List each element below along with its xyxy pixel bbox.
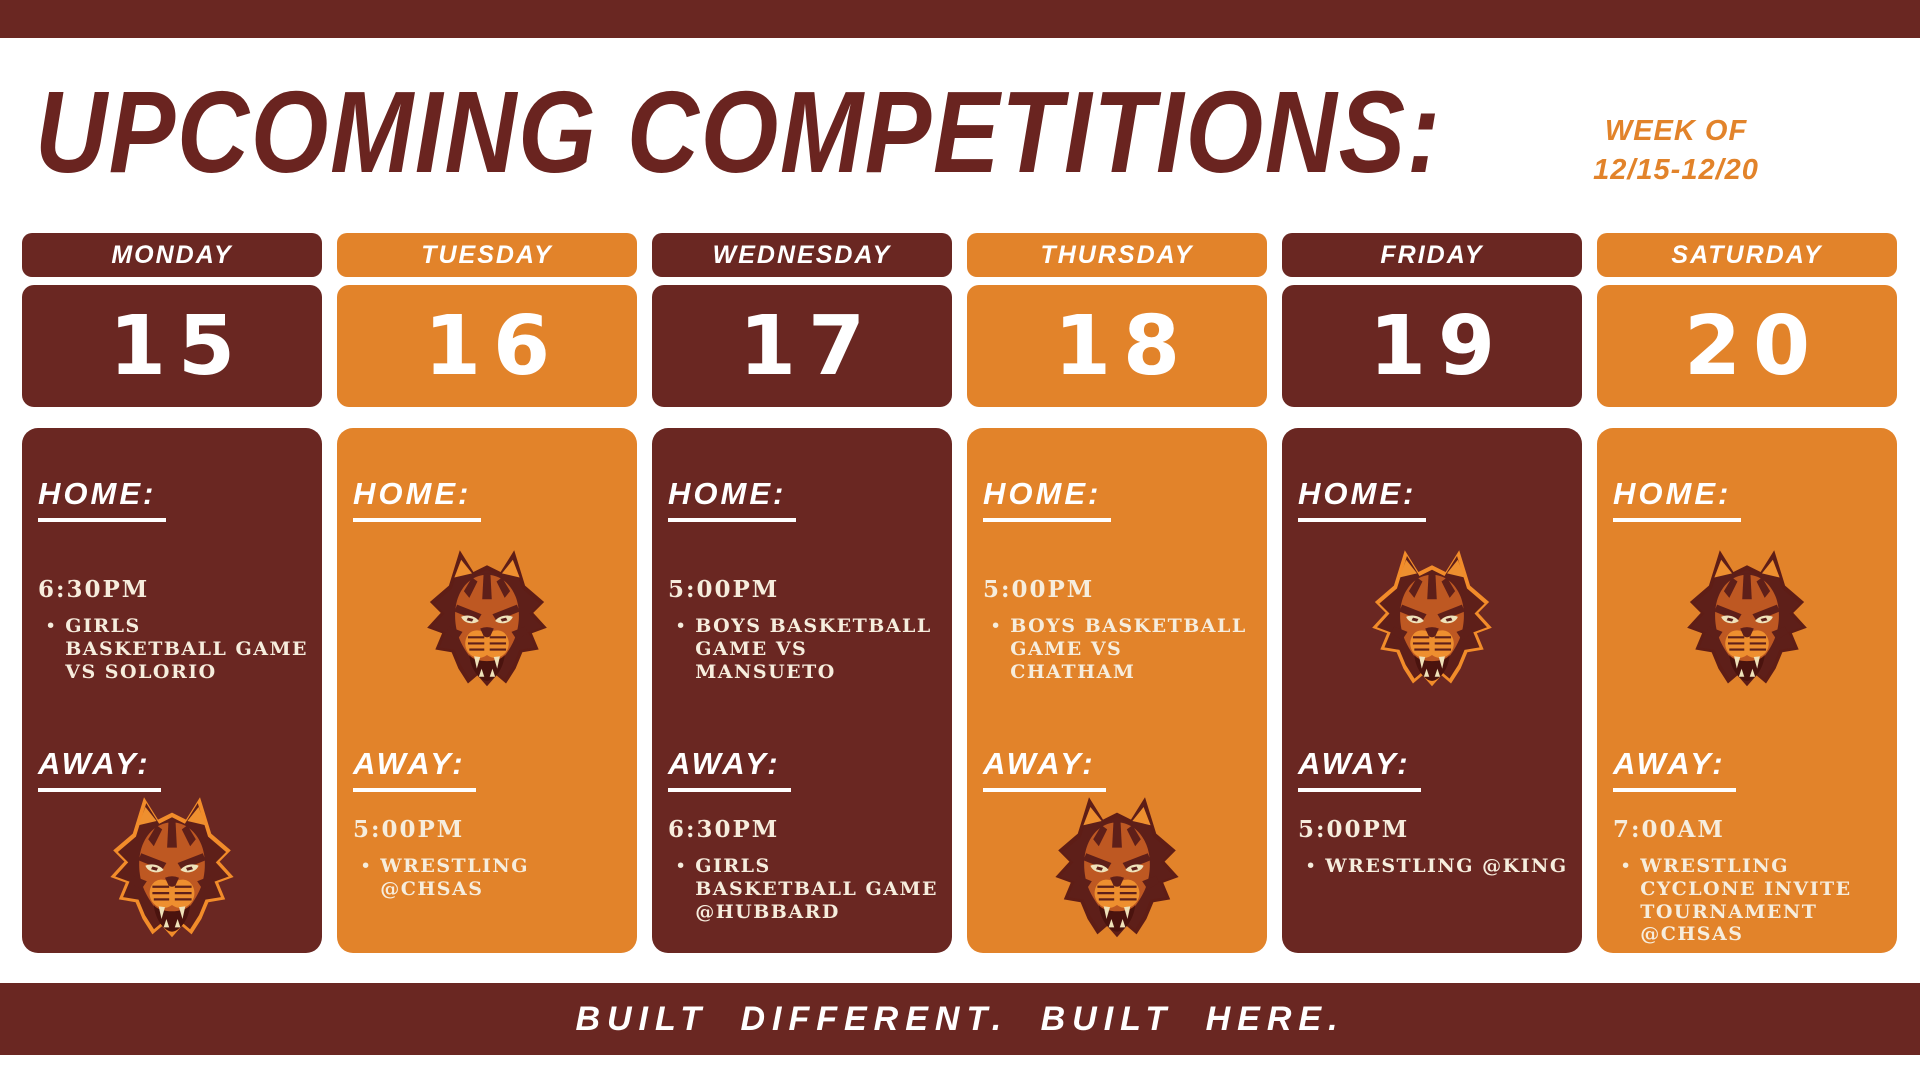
day-number-box: 20 <box>1597 285 1897 407</box>
away-label: AWAY: <box>38 746 161 792</box>
event-text: BOYS BASKETBALL GAME VS MANSUETO <box>695 615 932 683</box>
bobcat-mascot-logo <box>102 792 242 948</box>
day-name: MONDAY <box>111 240 233 269</box>
away-label: AWAY: <box>983 746 1106 792</box>
day-number-box: 16 <box>337 285 637 407</box>
event-text: WRESTLING CYCLONE INVITE TOURNAMENT @CHS… <box>1640 855 1852 946</box>
away-events: 7:00AM WRESTLING CYCLONE INVITE TOURNAME… <box>1613 816 1885 946</box>
footer-banner: BUILT DIFFERENT. BUILT HERE. <box>0 983 1920 1055</box>
day-events-card: HOME: 5:00PM BOYS BASKETBALL GAME VS CHA… <box>967 428 1267 953</box>
event-time: 6:30PM <box>38 576 150 603</box>
event-text: GIRLS BASKETBALL GAME VS SOLORIO <box>65 615 308 683</box>
day-column-thursday: THURSDAY 18 HOME: 5:00PM BOYS BASKETBALL… <box>967 233 1267 953</box>
event-item: BOYS BASKETBALL GAME VS MANSUETO <box>668 615 940 683</box>
bobcat-mascot-logo <box>1047 792 1187 948</box>
bullet-icon <box>38 615 65 683</box>
day-number: 18 <box>1053 298 1193 394</box>
day-name-header: TUESDAY <box>337 233 637 277</box>
day-name: TUESDAY <box>421 240 553 269</box>
away-label: AWAY: <box>1298 746 1421 792</box>
day-column-friday: FRIDAY 19 HOME: AWAY: 5:00PM WRESTLING @… <box>1282 233 1582 953</box>
day-name-header: MONDAY <box>22 233 322 277</box>
away-events: 5:00PM WRESTLING @CHSAS <box>353 816 625 901</box>
event-item: WRESTLING @KING <box>1298 855 1570 878</box>
day-number-box: 15 <box>22 285 322 407</box>
event-text: WRESTLING @KING <box>1325 855 1568 877</box>
top-bar <box>0 0 1920 38</box>
day-name-header: FRIDAY <box>1282 233 1582 277</box>
home-events: 5:00PM BOYS BASKETBALL GAME VS MANSUETO <box>668 576 940 683</box>
event-time: 5:00PM <box>668 576 780 603</box>
day-number: 20 <box>1683 298 1823 394</box>
home-events: 5:00PM BOYS BASKETBALL GAME VS CHATHAM <box>983 576 1255 683</box>
bullet-icon <box>668 855 695 923</box>
day-column-tuesday: TUESDAY 16 HOME: AWAY: 5:00PM WRESTLING … <box>337 233 637 953</box>
day-events-card: HOME: AWAY: 5:00PM WRESTLING @CHSAS <box>337 428 637 953</box>
week-of-badge: WEEK OF 12/15-12/20 <box>1556 112 1796 190</box>
week-board: MONDAY 15 HOME: 6:30PM GIRLS BASKETBALL … <box>0 233 1920 953</box>
bobcat-mascot-logo <box>419 550 555 692</box>
event-time: 6:30PM <box>668 816 780 843</box>
day-number-box: 17 <box>652 285 952 407</box>
away-events: 6:30PM GIRLS BASKETBALL GAME @HUBBARD <box>668 816 940 923</box>
day-name: WEDNESDAY <box>712 240 892 269</box>
home-label: HOME: <box>1613 476 1742 522</box>
home-events: 6:30PM GIRLS BASKETBALL GAME VS SOLORIO <box>38 576 310 683</box>
day-name: FRIDAY <box>1380 240 1484 269</box>
bullet-icon <box>668 615 695 683</box>
day-events-card: HOME: 6:30PM GIRLS BASKETBALL GAME VS SO… <box>22 428 322 953</box>
event-item: WRESTLING @CHSAS <box>353 855 625 901</box>
bullet-icon <box>1298 855 1325 878</box>
day-number-box: 18 <box>967 285 1267 407</box>
event-time: 5:00PM <box>353 816 465 843</box>
away-label: AWAY: <box>353 746 476 792</box>
day-number: 15 <box>108 298 248 394</box>
event-text: WRESTLING @CHSAS <box>380 855 530 900</box>
day-number-box: 19 <box>1282 285 1582 407</box>
home-label: HOME: <box>983 476 1112 522</box>
footer-slogan: BUILT DIFFERENT. BUILT HERE. <box>575 999 1345 1038</box>
bobcat-mascot-logo <box>1364 550 1500 692</box>
day-name-header: SATURDAY <box>1597 233 1897 277</box>
home-label: HOME: <box>668 476 797 522</box>
day-name-header: WEDNESDAY <box>652 233 952 277</box>
day-column-saturday: SATURDAY 20 HOME: AWAY: 7:00AM WRESTLING… <box>1597 233 1897 953</box>
bobcat-mascot-logo <box>1679 550 1815 692</box>
event-item: BOYS BASKETBALL GAME VS CHATHAM <box>983 615 1255 683</box>
bullet-icon <box>1613 855 1640 946</box>
page-title: UPCOMING COMPETITIONS: <box>35 67 1442 197</box>
day-column-wednesday: WEDNESDAY 17 HOME: 5:00PM BOYS BASKETBAL… <box>652 233 952 953</box>
event-time: 5:00PM <box>1298 816 1410 843</box>
header: UPCOMING COMPETITIONS: WEEK OF 12/15-12/… <box>0 38 1920 233</box>
day-number: 16 <box>423 298 563 394</box>
event-text: GIRLS BASKETBALL GAME @HUBBARD <box>695 855 938 923</box>
week-of-dates: 12/15-12/20 <box>1593 154 1759 187</box>
away-events: 5:00PM WRESTLING @KING <box>1298 816 1570 878</box>
day-name-header: THURSDAY <box>967 233 1267 277</box>
day-name: SATURDAY <box>1671 240 1823 269</box>
event-time: 7:00AM <box>1613 816 1725 843</box>
day-events-card: HOME: AWAY: 5:00PM WRESTLING @KING <box>1282 428 1582 953</box>
event-time: 5:00PM <box>983 576 1095 603</box>
home-label: HOME: <box>38 476 167 522</box>
home-label: HOME: <box>1298 476 1427 522</box>
event-item: GIRLS BASKETBALL GAME VS SOLORIO <box>38 615 310 683</box>
home-label: HOME: <box>353 476 482 522</box>
day-column-monday: MONDAY 15 HOME: 6:30PM GIRLS BASKETBALL … <box>22 233 322 953</box>
day-number: 17 <box>738 298 878 394</box>
day-number: 19 <box>1368 298 1508 394</box>
away-label: AWAY: <box>1613 746 1736 792</box>
event-text: BOYS BASKETBALL GAME VS CHATHAM <box>1010 615 1247 683</box>
day-name: THURSDAY <box>1040 240 1194 269</box>
bullet-icon <box>983 615 1010 683</box>
away-label: AWAY: <box>668 746 791 792</box>
bullet-icon <box>353 855 380 901</box>
event-item: GIRLS BASKETBALL GAME @HUBBARD <box>668 855 940 923</box>
event-item: WRESTLING CYCLONE INVITE TOURNAMENT @CHS… <box>1613 855 1885 946</box>
week-of-label: WEEK OF <box>1604 115 1748 147</box>
day-events-card: HOME: AWAY: 7:00AM WRESTLING CYCLONE INV… <box>1597 428 1897 953</box>
day-events-card: HOME: 5:00PM BOYS BASKETBALL GAME VS MAN… <box>652 428 952 953</box>
